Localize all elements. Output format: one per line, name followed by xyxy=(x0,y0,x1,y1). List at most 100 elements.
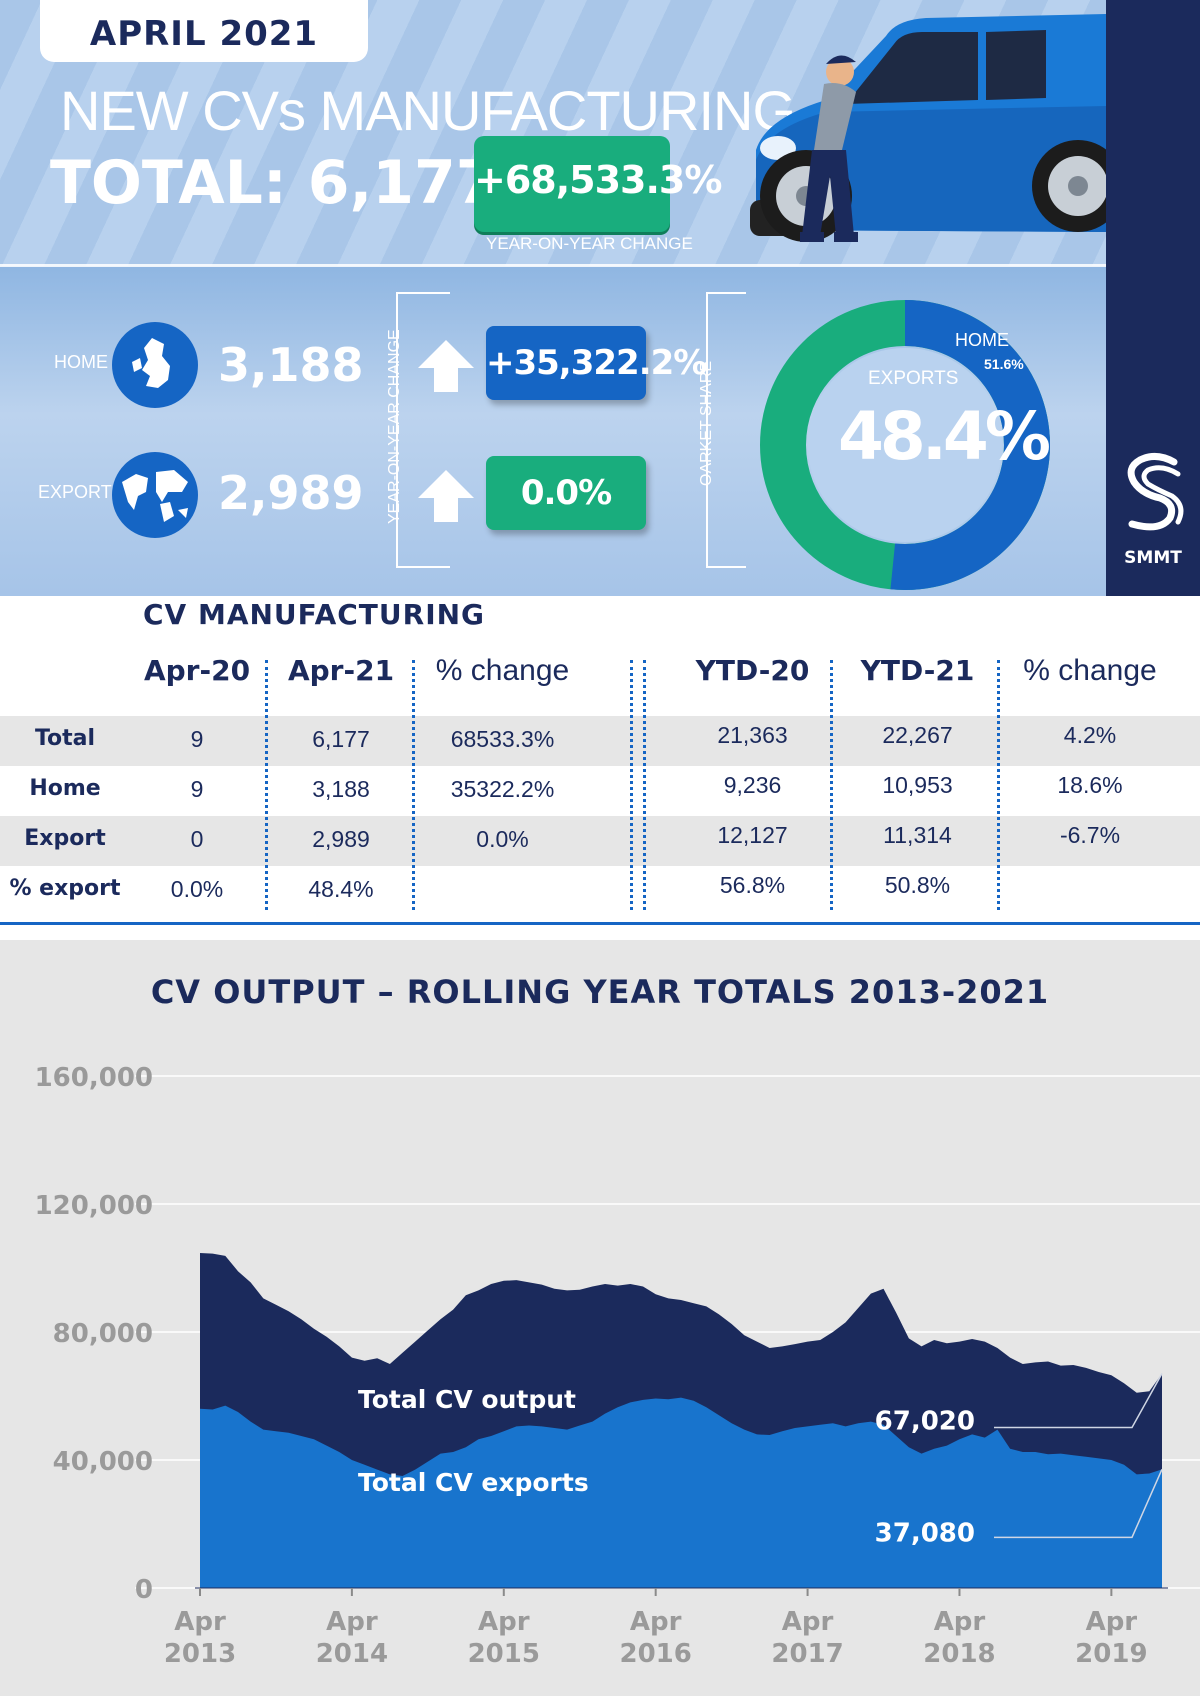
x-tick-label-year: 2015 xyxy=(468,1639,540,1669)
rolling-year-area-chart: 160,000 120,000 80,000 40,000 0 67,020 37,080 T… xyxy=(35,1063,1200,1669)
row-label: Home xyxy=(29,776,101,801)
yoy-change-caption: YEAR-ON-YEAR CHANGE xyxy=(486,234,693,253)
column-divider xyxy=(265,660,268,910)
market-share-donut xyxy=(760,300,1050,590)
smmt-logo-text: SMMT xyxy=(1124,548,1182,568)
col-header-change-ytd: % change xyxy=(1023,654,1157,687)
column-divider xyxy=(643,660,646,910)
row-label: % export xyxy=(9,876,121,901)
table-row: Home 9 3,188 35322.2% 9,236 10,953 18.6% xyxy=(0,766,1200,816)
table-cell: 56.8% xyxy=(719,872,786,898)
table-cell: 0.0% xyxy=(476,826,529,852)
leader-line xyxy=(994,1373,1163,1429)
col-header-ytd20: YTD-20 xyxy=(695,654,810,687)
series-name-label: Total CV exports xyxy=(358,1468,589,1497)
x-tick-label-month: Apr xyxy=(478,1607,530,1637)
smmt-logo: SMMT xyxy=(1116,450,1190,580)
header-divider xyxy=(0,264,1106,267)
row-label: Export xyxy=(24,826,106,851)
x-tick-label-month: Apr xyxy=(782,1607,834,1637)
column-divider xyxy=(997,660,1000,910)
yoy-change-badge: +68,533.3% xyxy=(474,136,722,232)
x-tick-label-month: Apr xyxy=(174,1607,226,1637)
van-illustration-icon xyxy=(750,14,1106,242)
y-tick-label: 40,000 xyxy=(53,1447,153,1477)
column-divider xyxy=(412,660,415,910)
export-change-badge: 0.0% xyxy=(486,456,646,530)
page-title: NEW CVs MANUFACTURING xyxy=(60,79,796,142)
uk-map-icon xyxy=(112,322,198,408)
table-cell: 10,953 xyxy=(882,772,953,798)
table-cell: 21,363 xyxy=(717,722,788,748)
smmt-s-icon xyxy=(1127,453,1184,531)
table-cell: 9 xyxy=(190,726,204,752)
table-cell: 18.6% xyxy=(1057,772,1123,798)
x-tick-label-month: Apr xyxy=(1086,1607,1138,1637)
export-label: EXPORT xyxy=(38,482,112,502)
total-units: TOTAL: 6,177 xyxy=(50,148,498,218)
col-header-ytd21: YTD-21 xyxy=(860,654,975,687)
y-tick-label: 0 xyxy=(135,1575,153,1605)
yoy-change-value: +68,533.3% xyxy=(474,158,722,202)
series-name-label: Total CV output xyxy=(358,1385,576,1414)
table-cell: 11,314 xyxy=(883,822,952,848)
export-value: 2,989 xyxy=(218,466,364,520)
y-tick-label: 120,000 xyxy=(35,1191,153,1221)
yoy-bracket xyxy=(396,292,450,568)
home-value: 3,188 xyxy=(218,338,364,392)
table-cell: 0.0% xyxy=(170,876,224,902)
leader-line xyxy=(994,1469,1163,1539)
table-row: Total 9 6,177 68533.3% 21,363 22,267 4.2% xyxy=(0,716,1200,766)
table-row: Export 0 2,989 0.0% 12,127 11,314 -6.7% xyxy=(0,816,1200,866)
x-tick-label-year: 2019 xyxy=(1075,1639,1147,1669)
col-header-apr21: Apr-21 xyxy=(287,654,395,687)
share-bracket xyxy=(706,292,746,568)
table-cell: 4.2% xyxy=(1063,722,1117,748)
report-date: APRIL 2021 xyxy=(89,14,319,54)
donut-home-segment xyxy=(890,300,1050,590)
world-map-icon xyxy=(112,452,198,538)
table-cell: 3,188 xyxy=(312,776,370,802)
yoy-axis-label: YEAR-ON-YEAR CHANGE xyxy=(386,329,403,524)
y-tick-label: 80,000 xyxy=(53,1319,153,1349)
series-end-label: 37,080 xyxy=(875,1518,975,1548)
table-cell: 48.4% xyxy=(308,876,374,902)
x-tick-label-month: Apr xyxy=(630,1607,682,1637)
home-label: HOME xyxy=(54,352,108,372)
exports-area xyxy=(200,1397,1162,1588)
column-divider xyxy=(630,660,633,910)
x-tick-label-year: 2016 xyxy=(619,1639,691,1669)
x-tick-label-year: 2018 xyxy=(923,1639,995,1669)
table-row: % export 0.0% 48.4% 56.8% 50.8% xyxy=(0,866,1200,916)
x-tick-label-month: Apr xyxy=(326,1607,378,1637)
table-cell: -6.7% xyxy=(1059,822,1121,848)
chart-title: CV OUTPUT – ROLLING YEAR TOTALS 2013-202… xyxy=(150,973,1050,1011)
table-cell: 6,177 xyxy=(312,726,370,752)
table-cell: 50.8% xyxy=(884,872,951,898)
col-header-change-month: % change xyxy=(435,654,570,687)
donut-home-label: HOME xyxy=(955,330,1009,350)
table-cell: 2,989 xyxy=(312,826,370,852)
y-tick-label: 160,000 xyxy=(35,1063,153,1093)
donut-exports-value: 48.4% xyxy=(838,398,1051,475)
up-arrow-icon xyxy=(418,470,474,522)
table-cell: 68533.3% xyxy=(450,726,555,752)
home-change-badge: +35,322.2% xyxy=(486,326,707,400)
table-cell: 9 xyxy=(190,776,204,802)
row-label: Total xyxy=(34,726,96,751)
column-divider xyxy=(830,660,833,910)
table-cell: 12,127 xyxy=(717,822,788,848)
share-axis-label: OARKET SHARE xyxy=(698,360,715,486)
table-cell: 35322.2% xyxy=(450,776,555,802)
x-tick-label-year: 2014 xyxy=(316,1639,388,1669)
table-bottom-rule xyxy=(0,922,1200,925)
up-arrow-icon xyxy=(418,340,474,392)
x-tick-label-year: 2017 xyxy=(771,1639,843,1669)
table-title: CV MANUFACTURING xyxy=(143,598,486,631)
table-cell: 0 xyxy=(190,826,204,852)
donut-exports-label: EXPORTS xyxy=(868,368,959,389)
x-tick-label-month: Apr xyxy=(934,1607,986,1637)
col-header-apr20: Apr-20 xyxy=(143,654,251,687)
table-cell: 22,267 xyxy=(882,722,953,748)
x-tick-label-year: 2013 xyxy=(164,1639,236,1669)
